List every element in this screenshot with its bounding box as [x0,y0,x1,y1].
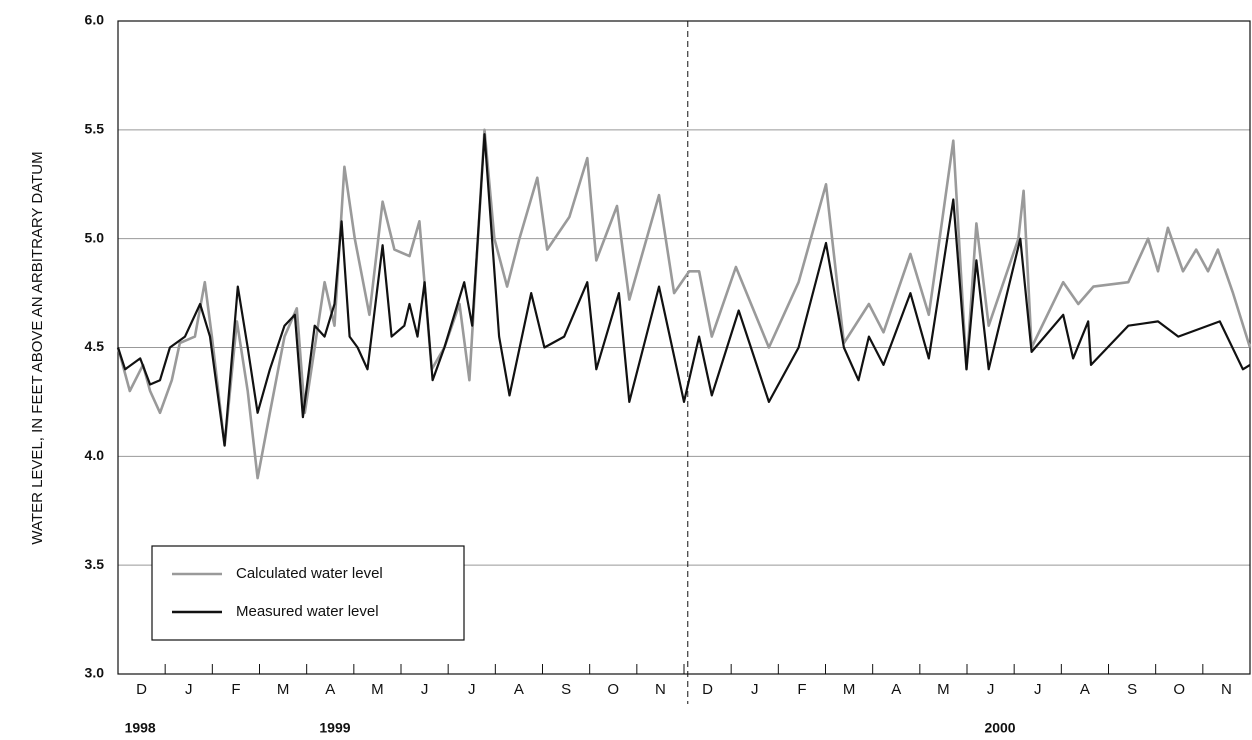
y-tick-label: 5.5 [85,121,105,137]
y-tick-label: 5.0 [85,229,105,245]
y-tick-label: 6.0 [85,12,105,28]
x-tick-label: S [1127,681,1137,698]
x-tick-label: M [937,681,950,698]
year-label: 2000 [984,720,1015,736]
x-tick-label: F [231,681,240,698]
x-tick-label: D [136,681,147,698]
legend-label: Calculated water level [236,565,383,582]
x-tick-label: M [371,681,384,698]
x-tick-label: O [607,681,619,698]
series-line [116,133,1251,447]
series-line [116,128,1252,480]
y-tick-label: 4.5 [85,338,105,354]
x-tick-label: N [1221,681,1232,698]
x-tick-label: M [277,681,290,698]
x-tick-label: A [891,681,901,698]
y-axis-label: WATER LEVEL, IN FEET ABOVE AN ARBITRARY … [29,151,46,544]
x-tick-label: S [561,681,571,698]
x-tick-label: J [1034,681,1042,698]
x-tick-label: J [987,681,995,698]
x-tick-label: F [797,681,806,698]
x-tick-label: D [702,681,713,698]
y-tick-label: 3.5 [85,556,105,572]
x-tick-label: J [421,681,429,698]
x-tick-label: J [468,681,476,698]
x-tick-label: M [843,681,856,698]
x-tick-label: J [185,681,193,698]
legend-label: Measured water level [236,603,379,620]
x-tick-label: A [1080,681,1090,698]
year-label: 1999 [319,720,350,736]
legend-box [151,545,465,641]
x-tick-label: A [514,681,524,698]
x-tick-label: N [655,681,666,698]
x-tick-label: O [1173,681,1185,698]
year-label: 1998 [125,720,156,736]
x-tick-label: J [751,681,759,698]
y-tick-label: 4.0 [85,447,105,463]
x-tick-label: A [325,681,335,698]
y-tick-label: 3.0 [85,665,105,681]
